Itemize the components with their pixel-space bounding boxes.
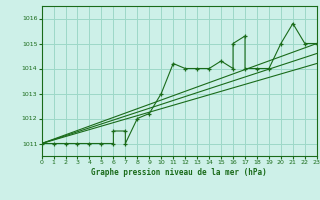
X-axis label: Graphe pression niveau de la mer (hPa): Graphe pression niveau de la mer (hPa) — [91, 168, 267, 177]
